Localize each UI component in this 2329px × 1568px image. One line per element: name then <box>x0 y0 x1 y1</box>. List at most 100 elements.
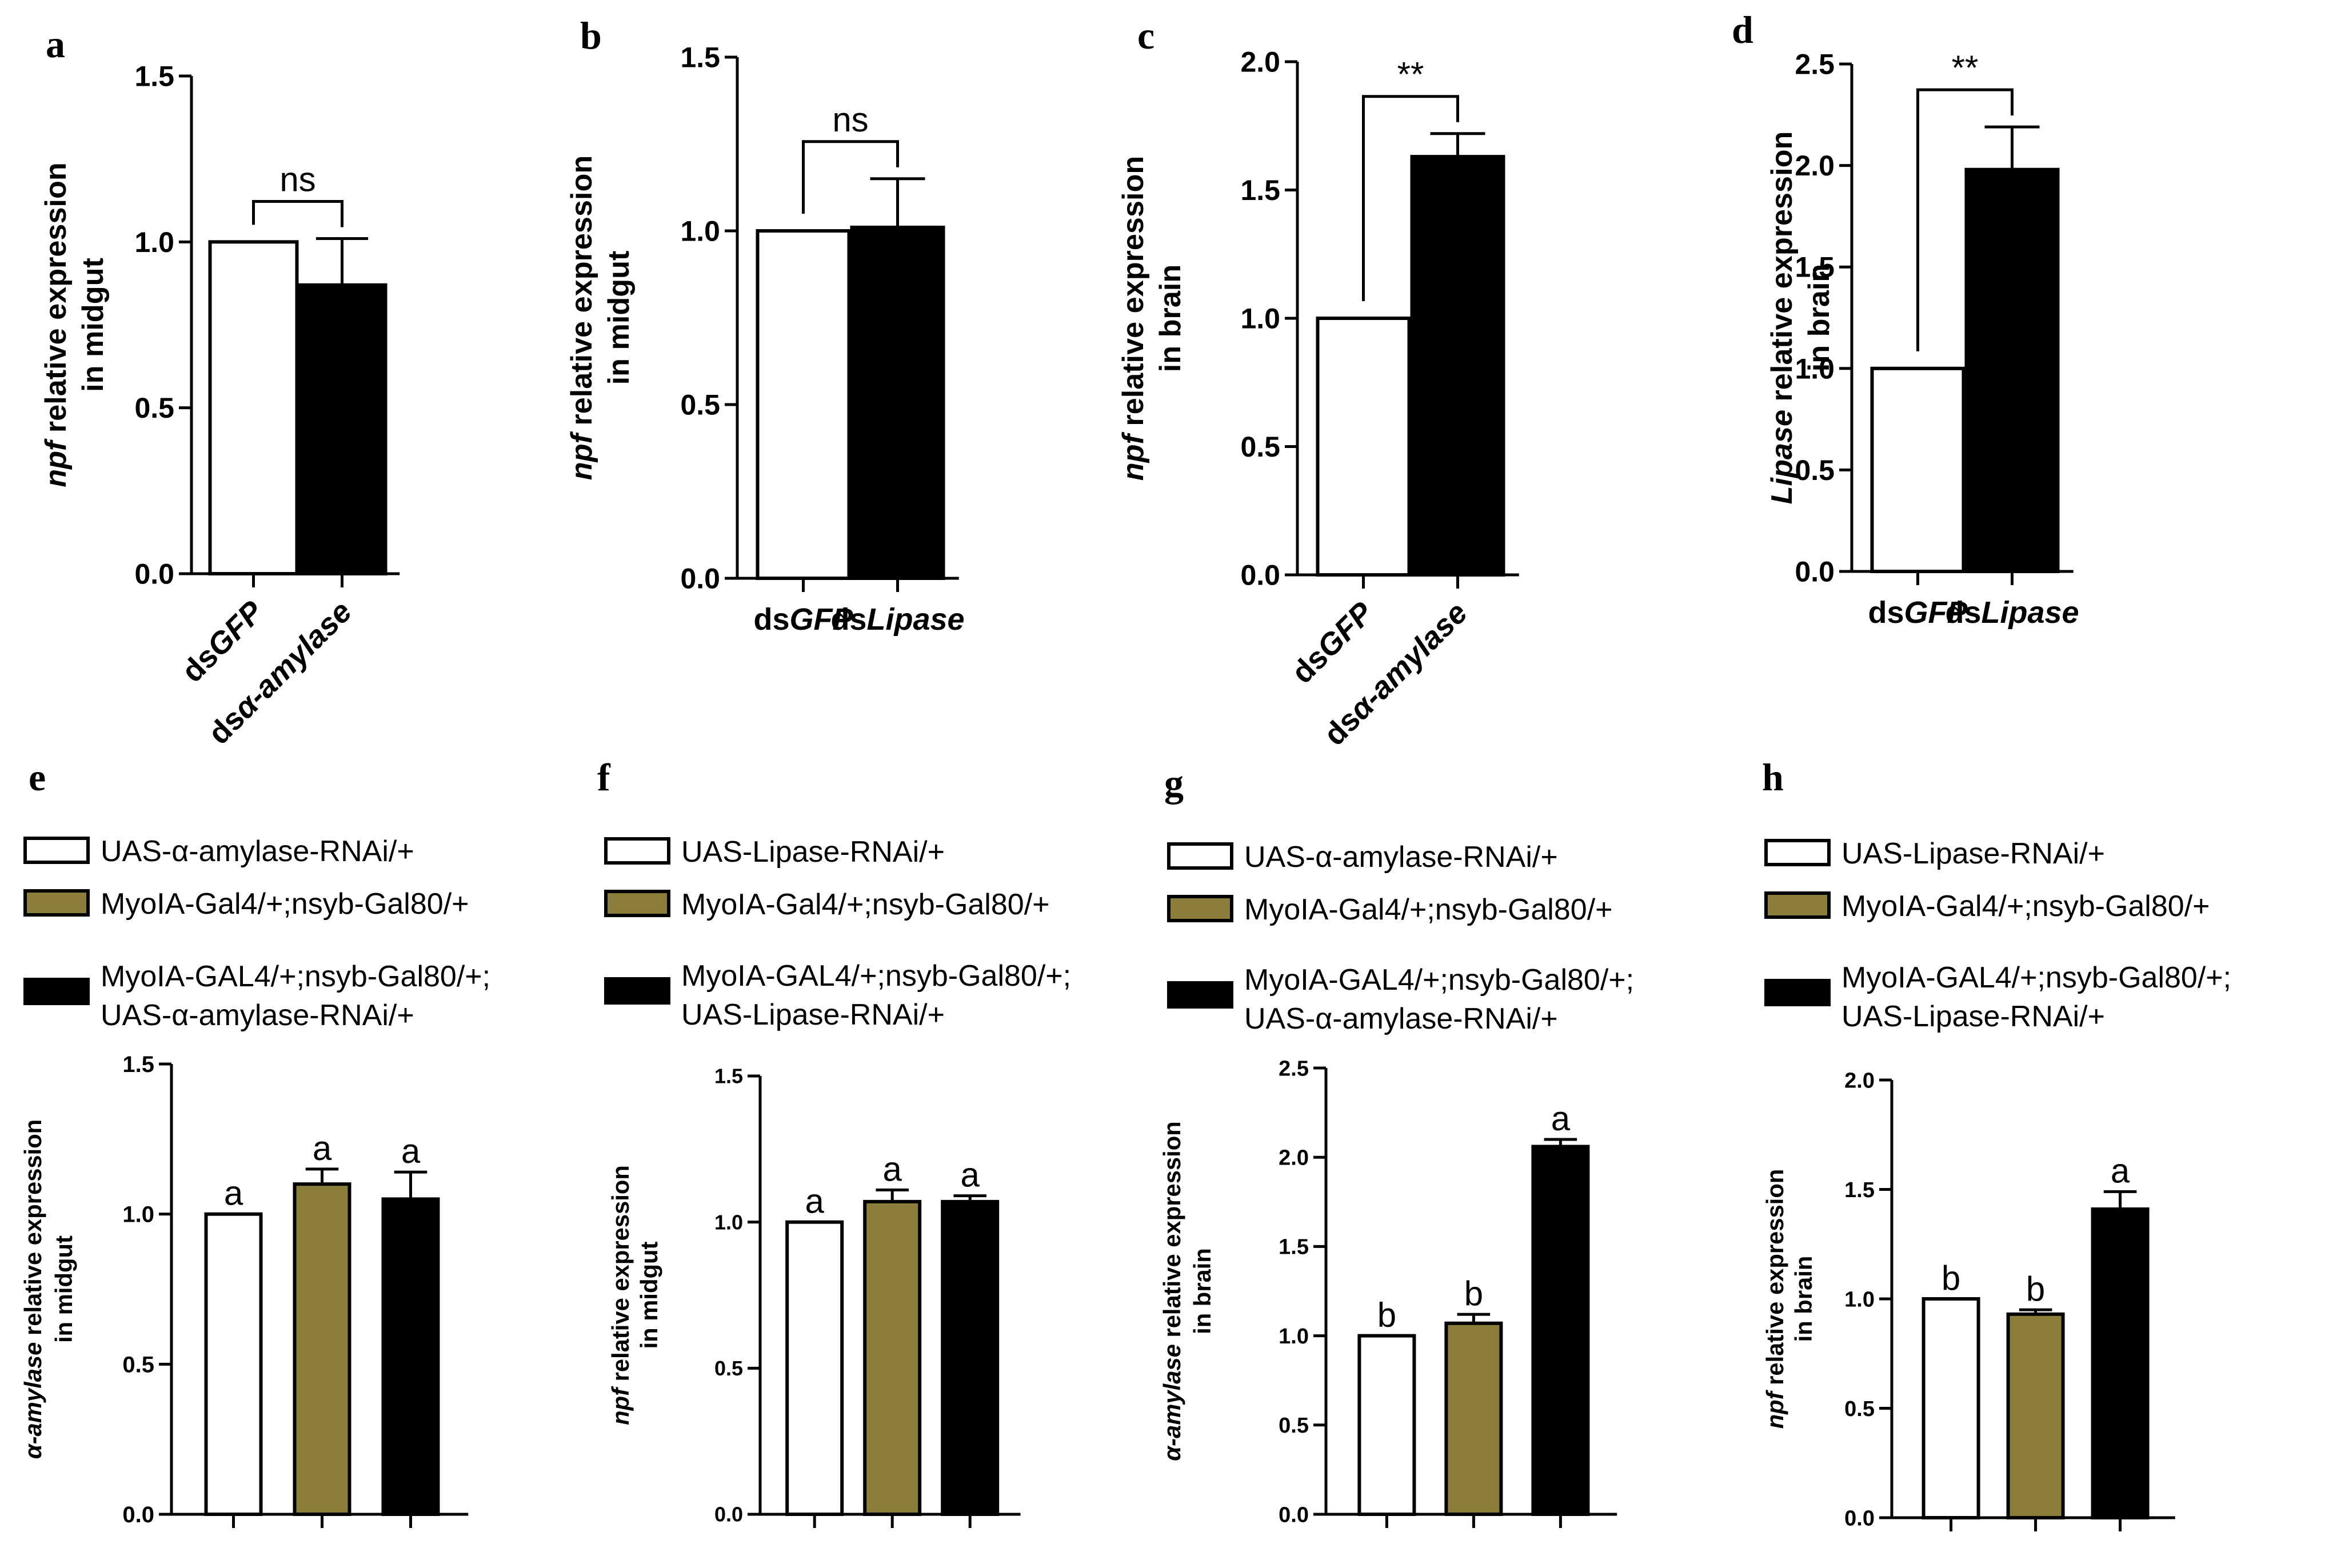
panel-h-legend-label: UAS-Lipase-RNAi/+ <box>1841 837 2105 870</box>
panel-c-tick-label: 1.0 <box>1240 303 1280 335</box>
panel-h-ylabel-line2: in brain <box>1790 1256 1817 1342</box>
panel-f-group-label: a <box>883 1150 902 1188</box>
panel-h-legend-swatch <box>1764 891 1831 919</box>
panel-e-bar <box>381 1197 440 1516</box>
panel-h-legend-swatch <box>1764 839 1831 866</box>
panel-e-tick-label: 0.5 <box>122 1352 154 1377</box>
panel-e-tick-label: 0.0 <box>122 1502 154 1527</box>
panel-c-tick-label: 0.5 <box>1240 431 1280 463</box>
panel-a-ylabel-line2: in midgut <box>77 258 110 392</box>
panel-c-category-label: dsGFP <box>1285 595 1380 690</box>
panel-e-tick-label: 1.0 <box>122 1202 154 1227</box>
panel-e-ylabel-line2: in midgut <box>50 1235 77 1343</box>
panel-f-legend-swatch <box>604 977 670 1005</box>
panel-d-ylabel: Lipase relative expression <box>1765 131 1799 505</box>
panel-b-tick-label: 1.0 <box>680 215 720 247</box>
panel-b-tick-label: 0.0 <box>680 563 720 595</box>
panel-f-legend-label: MyoIA-GAL4/+;nsyb-Gal80/+; <box>681 959 1071 993</box>
panel-g-letter: g <box>1164 761 1184 805</box>
panel-h-legend-swatch <box>1764 979 1831 1006</box>
panel-d-tick-label: 0.0 <box>1795 556 1835 588</box>
panel-e-legend-swatch <box>23 889 90 917</box>
panel-c-significance-label: ** <box>1397 55 1424 94</box>
panel-a-tick-label: 0.5 <box>134 392 174 424</box>
panel-b-letter: b <box>580 14 602 57</box>
panel-e-legend-label: UAS-α-amylase-RNAi/+ <box>101 835 414 868</box>
panel-a-bar <box>208 240 299 576</box>
panel-e-group-label: a <box>224 1174 243 1213</box>
panel-d-significance-bracket <box>1916 88 2014 351</box>
panel-f-group-label: a <box>805 1182 825 1221</box>
panel-b-tick-label: 0.5 <box>680 389 720 421</box>
panel-f-letter: f <box>597 755 611 799</box>
panel-c-bar <box>1316 317 1411 577</box>
panel-h-ylabel: npf relative expression <box>1761 1169 1788 1429</box>
panel-f-legend-swatch <box>604 837 670 865</box>
panel-c-significance-bracket <box>1362 95 1459 301</box>
panel-g-group-label: a <box>1551 1099 1571 1138</box>
panel-b-category-label: dsGFP <box>753 602 853 637</box>
panel-d-tick-label: 2.5 <box>1795 49 1835 81</box>
panel-e-group-label: a <box>401 1132 421 1170</box>
panel-d-tick-label: 2.0 <box>1795 150 1835 182</box>
panel-e-legend-label-line2: UAS-α-amylase-RNAi/+ <box>101 999 414 1032</box>
panel-b-tick-label: 1.5 <box>680 42 720 74</box>
panel-d-category-label: dsGFP <box>1868 595 1968 630</box>
panel-h-legend-label: MyoIA-GAL4/+;nsyb-Gal80/+; <box>1841 961 2231 994</box>
panel-g-tick-label: 2.0 <box>1279 1146 1309 1170</box>
panel-h-bar <box>2091 1207 2150 1519</box>
panel-h-tick-label: 1.5 <box>1844 1178 1875 1202</box>
panel-d-bar <box>1964 167 2060 574</box>
panel-c-tick-label: 1.5 <box>1240 174 1280 206</box>
panel-d-tick-label: 0.5 <box>1795 454 1835 486</box>
panel-h-legend-label-line2: UAS-Lipase-RNAi/+ <box>1841 1000 2105 1033</box>
panel-g-legend-swatch <box>1167 981 1233 1009</box>
panel-h-bar <box>1921 1297 1980 1519</box>
panel-e-letter: e <box>29 755 46 799</box>
panel-f-legend-label-line2: UAS-Lipase-RNAi/+ <box>681 998 945 1031</box>
panel-f-tick-label: 0.0 <box>714 1503 743 1526</box>
panel-a-significance-label: ns <box>279 161 315 199</box>
panel-h-tick-label: 0.5 <box>1844 1397 1875 1421</box>
panel-e-bar <box>204 1212 263 1517</box>
panel-e-legend-swatch <box>23 978 90 1005</box>
panel-h-tick-label: 2.0 <box>1844 1069 1875 1093</box>
panel-d-tick-label: 1.0 <box>1795 353 1835 385</box>
panel-a-significance-bracket <box>252 200 343 227</box>
panel-g-tick-label: 2.5 <box>1279 1057 1309 1081</box>
panel-e-group-label: a <box>313 1129 332 1167</box>
panel-g-legend-label: MyoIA-GAL4/+;nsyb-Gal80/+; <box>1244 963 1634 997</box>
panel-f-tick-label: 1.5 <box>714 1065 743 1088</box>
panel-a-ylabel: npf relative expression <box>39 162 73 487</box>
panel-c-bar <box>1410 155 1505 577</box>
panel-g-legend-label: MyoIA-Gal4/+;nsyb-Gal80/+ <box>1244 893 1613 926</box>
panel-g-legend-swatch <box>1167 842 1233 870</box>
panel-f-bar <box>863 1199 922 1516</box>
panel-a-tick-label: 1.0 <box>134 226 174 258</box>
panel-g-legend-swatch <box>1167 895 1233 922</box>
panel-h-group-label: b <box>1942 1259 1960 1297</box>
panel-b-bar <box>850 225 945 581</box>
panel-d-tick-label: 1.5 <box>1795 251 1835 283</box>
panel-f-legend-label: UAS-Lipase-RNAi/+ <box>681 835 945 869</box>
panel-h-group-label: a <box>2111 1151 2130 1190</box>
panel-g-bar <box>1531 1145 1590 1517</box>
panel-f-legend-swatch <box>604 890 670 917</box>
panel-d-significance-label: ** <box>1952 49 1979 87</box>
panel-h-legend-label: MyoIA-Gal4/+;nsyb-Gal80/+ <box>1841 890 2210 923</box>
panel-e-legend-label: MyoIA-Gal4/+;nsyb-Gal80/+ <box>101 887 469 921</box>
panel-g-tick-label: 0.5 <box>1279 1414 1309 1438</box>
panel-f-ylabel-line2: in midgut <box>636 1241 662 1349</box>
panel-g-tick-label: 1.5 <box>1279 1235 1309 1259</box>
panel-c-tick-label: 2.0 <box>1240 46 1280 78</box>
panel-b-significance-bracket <box>802 140 899 214</box>
panel-f-bar <box>785 1220 844 1517</box>
panel-b-category-label: dsLipase <box>830 602 964 637</box>
panel-f-tick-label: 0.5 <box>714 1357 743 1380</box>
panel-b-bar <box>756 229 851 580</box>
panel-a-letter: a <box>46 22 65 66</box>
panel-h-group-label: b <box>2026 1270 2045 1308</box>
panel-f-tick-label: 1.0 <box>714 1210 743 1234</box>
panel-a-tick-label: 0.0 <box>134 558 174 590</box>
